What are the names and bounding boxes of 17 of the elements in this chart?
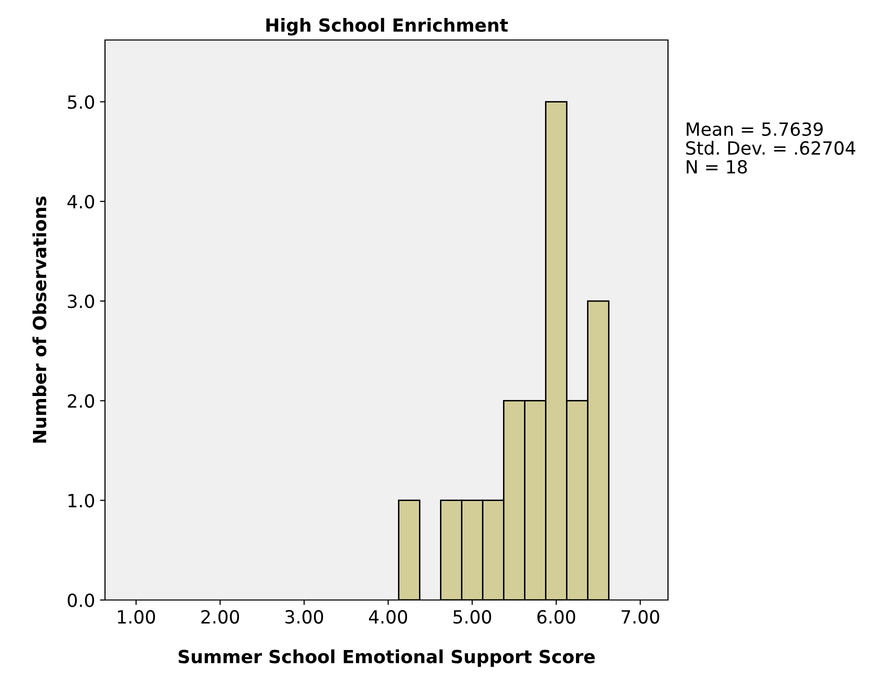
y-tick-label: 2.0 — [68, 394, 94, 408]
x-tick-label: 4.00 — [368, 610, 408, 624]
x-tick-label: 6.00 — [537, 610, 576, 624]
chart-title: High School Enrichment — [266, 18, 508, 36]
x-tick-label: 7.00 — [622, 610, 660, 624]
y-tick-label: 1.0 — [68, 494, 94, 508]
y-tick-label: 3.0 — [68, 294, 94, 308]
y-tick-label: 5.0 — [68, 95, 94, 109]
x-tick-label: 1.00 — [118, 610, 155, 624]
y-tick-label: 0.0 — [68, 593, 94, 608]
y-tick-label: 4.0 — [67, 194, 94, 209]
text: Mean = 5.7639 Std. Dev. = .62704 N = 18 — [686, 122, 856, 174]
x-axis-title: Summer School Emotional Support Score — [178, 649, 595, 667]
x-tick-label: 5.00 — [454, 610, 492, 624]
x-tick-label: 3.00 — [285, 610, 324, 624]
x-tick-label: 2.00 — [201, 610, 240, 624]
y-axis-title: Number of Observations — [32, 196, 46, 443]
